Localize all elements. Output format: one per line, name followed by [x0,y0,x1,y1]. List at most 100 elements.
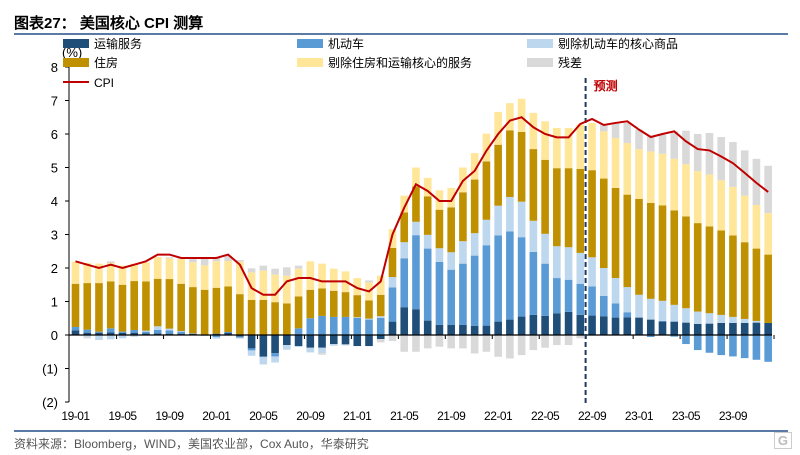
bar-19-05-s2 [118,335,127,339]
bar-23-01-s4 [635,149,643,199]
bar-21-02-s3 [365,300,373,319]
bar-23-09-s1 [729,335,737,357]
bar-21-07-s5 [423,335,432,349]
bar-19-02-s4 [83,262,92,284]
bar-22-02-s1 [506,231,514,320]
bar-19-09-s0 [165,333,174,335]
bar-20-12-s2 [341,344,350,346]
bar-22-08-s1 [576,283,585,315]
bar-21-12-s4 [482,133,491,162]
source-note: 资料来源：Bloomberg，WIND，美国农业部，Cox Auto，华泰研究 [14,437,369,451]
bar-23-12-s4 [764,213,772,255]
bar-20-11-s1 [329,316,338,335]
y-tick-label: 1 [51,295,58,310]
bar-22-05-s5 [541,335,549,348]
bar-22-06-s5 [553,335,561,346]
bar-23-03-s3 [658,205,667,301]
bar-20-02-s3 [224,286,232,332]
bar-19-05-s0 [118,332,127,335]
bar-22-04-s5 [529,335,538,351]
bar-19-10-s1 [177,331,185,334]
bar-19-03-s0 [95,332,103,335]
bar-23-10-s3 [740,242,749,319]
bar-23-06-s1 [693,335,702,351]
bar-20-06-s4 [271,274,279,303]
y-tick-label: (1) [42,362,58,377]
watermark-logo: G [773,432,792,449]
bar-21-11-s5 [470,335,479,354]
bar-20-09-s0 [306,335,315,348]
bar-20-06-s1 [271,353,279,357]
bar-23-04-s4 [670,158,679,211]
bar-23-02-s3 [646,203,655,299]
bar-20-02-s4 [224,260,232,287]
bar-20-02-s0 [224,332,232,335]
bar-23-07-s0 [705,323,714,335]
bar-23-07-s5 [705,132,714,175]
bar-20-12-s3 [341,292,350,317]
bar-21-08-s1 [435,261,444,325]
bar-20-01-s2 [212,337,221,339]
bar-22-05-s0 [541,315,549,335]
x-tick-label: 19-01 [61,409,90,423]
bar-21-09-s4 [447,187,455,208]
bar-22-03-s0 [517,316,526,335]
bar-19-07-s3 [142,281,150,331]
bar-21-10-s2 [459,241,467,264]
bar-23-02-s0 [646,319,655,335]
legend-swatch-5 [527,58,553,67]
bar-23-11-s0 [752,322,761,335]
bar-22-07-s2 [564,247,573,280]
bar-21-07-s3 [423,196,432,235]
bar-20-11-s4 [329,268,338,291]
bar-21-06-s3 [412,186,420,222]
bar-22-05-s2 [541,233,549,264]
bar-22-10-s2 [600,268,608,296]
bar-19-11-s0 [189,333,197,335]
bar-19-09-s1 [165,330,174,334]
bar-20-03-s4 [236,261,244,295]
bar-22-09-s4 [588,122,596,171]
bar-19-01-s1 [71,326,80,331]
bar-22-02-s4 [506,103,514,131]
bar-22-03-s2 [517,201,526,238]
bar-21-03-s3 [376,294,385,317]
bar-21-01-s1 [353,317,362,335]
bar-19-04-s2 [106,335,115,340]
bar-20-09-s3 [306,289,315,319]
chart-title: 图表27： 美国核心 CPI 测算 [14,15,204,32]
y-tick-label: (2) [42,395,58,410]
bar-21-12-s2 [482,219,491,246]
bar-22-07-s4 [564,127,573,169]
legend-label-cpi: CPI [94,76,114,90]
bar-21-07-s2 [423,234,432,249]
bar-20-07-s0 [283,335,291,346]
bar-23-06-s4 [693,171,702,224]
bar-22-10-s1 [600,295,608,317]
bar-21-05-s1 [400,258,409,308]
bar-23-07-s1 [705,335,714,353]
bar-21-08-s3 [435,209,444,249]
bar-23-02-s5 [646,136,655,152]
bar-19-07-s4 [142,262,150,282]
bar-21-04-s5 [388,335,397,342]
bar-22-07-s1 [564,279,573,312]
bar-19-07-s0 [142,333,150,335]
bar-22-12-s5 [623,122,632,144]
bar-23-04-s0 [670,321,679,335]
bar-22-01-s0 [494,321,502,335]
bar-20-08-s0 [294,335,303,347]
bar-21-01-s3 [353,295,362,318]
bar-19-08-s0 [153,333,162,335]
bar-23-01-s3 [635,198,643,295]
bar-20-05-s4 [259,270,268,300]
bar-20-04-s5 [247,268,256,273]
bar-23-01-s2 [635,294,643,318]
bar-21-12-s0 [482,325,491,335]
bar-20-12-s1 [341,316,350,335]
bar-22-12-s3 [623,194,632,288]
bar-22-10-s4 [600,131,608,179]
bar-21-08-s0 [435,324,444,335]
bar-22-08-s0 [576,314,585,335]
